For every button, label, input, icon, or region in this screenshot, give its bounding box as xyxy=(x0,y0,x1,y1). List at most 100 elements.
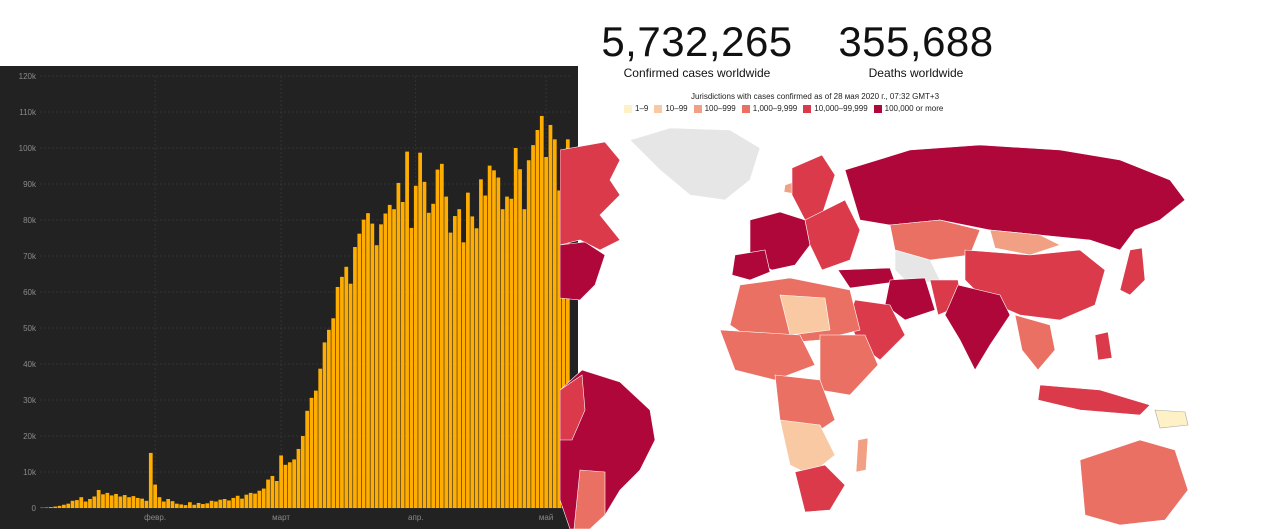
map-legend: Jurisdictions with cases confirmed as of… xyxy=(600,92,1020,113)
legend-item: 100–999 xyxy=(693,104,736,113)
bar xyxy=(487,165,492,508)
bar xyxy=(96,490,101,508)
legend-swatch xyxy=(693,104,702,113)
map-peru-area xyxy=(560,374,586,441)
bar xyxy=(270,475,275,508)
confirmed-cases-stat: 5,732,265 Confirmed cases worldwide xyxy=(600,18,794,80)
bar xyxy=(565,139,570,509)
map-greenland xyxy=(629,127,761,201)
bar xyxy=(305,410,310,508)
y-tick-label: 0 xyxy=(32,504,37,513)
bar xyxy=(248,492,253,508)
daily-cases-chart: 0 10k 20k 30k 40k 50k 60k 70k 80k 90k 100k 110k 120k… xyxy=(0,66,578,529)
legend-item: 10–99 xyxy=(654,104,688,113)
bar xyxy=(409,227,414,509)
bar xyxy=(253,493,257,508)
bar xyxy=(457,209,462,508)
bar xyxy=(161,501,166,508)
map-south-africa xyxy=(794,464,846,513)
bar xyxy=(548,124,553,509)
deaths-value: 355,688 xyxy=(838,18,994,65)
bar xyxy=(561,163,566,508)
y-tick-label: 30k xyxy=(23,396,37,405)
legend-label: 10–99 xyxy=(665,104,688,113)
legend-label: 10,000–99,999 xyxy=(814,104,868,113)
bar xyxy=(222,499,227,508)
legend-item: 1–9 xyxy=(624,104,648,113)
confirmed-cases-value: 5,732,265 xyxy=(601,18,793,65)
x-tick-label: май xyxy=(539,513,553,522)
y-tick-label: 110k xyxy=(19,108,37,117)
bar xyxy=(170,501,175,508)
map-indonesia xyxy=(1037,384,1151,416)
bar xyxy=(244,494,249,508)
bar xyxy=(496,177,501,508)
bar xyxy=(201,504,205,508)
bar xyxy=(531,145,535,508)
y-tick-label: 10k xyxy=(23,468,37,477)
bar xyxy=(261,488,266,508)
bar xyxy=(400,202,405,508)
bar xyxy=(92,496,97,508)
bar xyxy=(144,500,149,508)
bar xyxy=(209,500,214,508)
x-tick-label: февр. xyxy=(144,513,166,522)
y-tick-label: 80k xyxy=(23,216,37,225)
legend-item: 1,000–9,999 xyxy=(741,104,798,113)
bar xyxy=(205,503,210,508)
bar xyxy=(57,505,62,508)
legend-label: 1,000–9,999 xyxy=(752,104,798,113)
legend-label: 100–999 xyxy=(704,104,736,113)
bar xyxy=(235,495,240,508)
y-tick-label: 20k xyxy=(23,432,37,441)
legend-swatch xyxy=(741,104,750,113)
map-turkey xyxy=(837,267,896,289)
y-tick-label: 50k xyxy=(23,324,37,333)
bar xyxy=(370,223,375,508)
bar xyxy=(257,490,262,508)
bar xyxy=(335,286,340,508)
bar xyxy=(75,500,79,508)
bar-chart-svg: 0 10k 20k 30k 40k 50k 60k 70k 80k 90k 100k 110k 120k… xyxy=(19,72,570,522)
bar xyxy=(422,181,427,508)
bar xyxy=(344,266,349,508)
deaths-label: Deaths worldwide xyxy=(868,66,964,80)
bar xyxy=(479,179,483,508)
map-japan xyxy=(1119,247,1146,296)
bar xyxy=(231,497,236,508)
bar xyxy=(505,196,509,508)
bar xyxy=(79,497,84,508)
bar xyxy=(266,479,270,508)
bar xyxy=(218,499,223,508)
bar xyxy=(114,493,118,508)
bar xyxy=(426,212,431,509)
bar xyxy=(340,276,344,508)
bar xyxy=(179,504,184,508)
bar xyxy=(313,390,318,508)
bar xyxy=(405,151,409,508)
y-tick-label: 60k xyxy=(23,288,37,297)
y-tick-label: 100k xyxy=(19,144,37,153)
bar xyxy=(157,497,162,508)
map-west-africa xyxy=(719,329,816,381)
bar xyxy=(552,139,557,509)
bar xyxy=(109,495,114,508)
map-eastern-europe xyxy=(804,199,861,271)
map-madagascar xyxy=(855,437,869,473)
bar xyxy=(557,190,562,508)
bar xyxy=(413,185,418,509)
bar xyxy=(296,448,301,508)
bar xyxy=(227,500,231,508)
legend-label: 100,000 or more xyxy=(884,104,944,113)
y-tick-label: 70k xyxy=(23,252,37,261)
bar xyxy=(379,224,383,508)
bar xyxy=(387,204,392,508)
bar xyxy=(131,496,136,508)
bar xyxy=(431,203,436,509)
y-tick-label: 90k xyxy=(23,180,37,189)
bar xyxy=(318,368,323,508)
bar xyxy=(466,192,470,508)
map-australia xyxy=(1079,439,1189,526)
map-iberia xyxy=(731,249,771,281)
x-tick-label: апр. xyxy=(408,513,423,522)
